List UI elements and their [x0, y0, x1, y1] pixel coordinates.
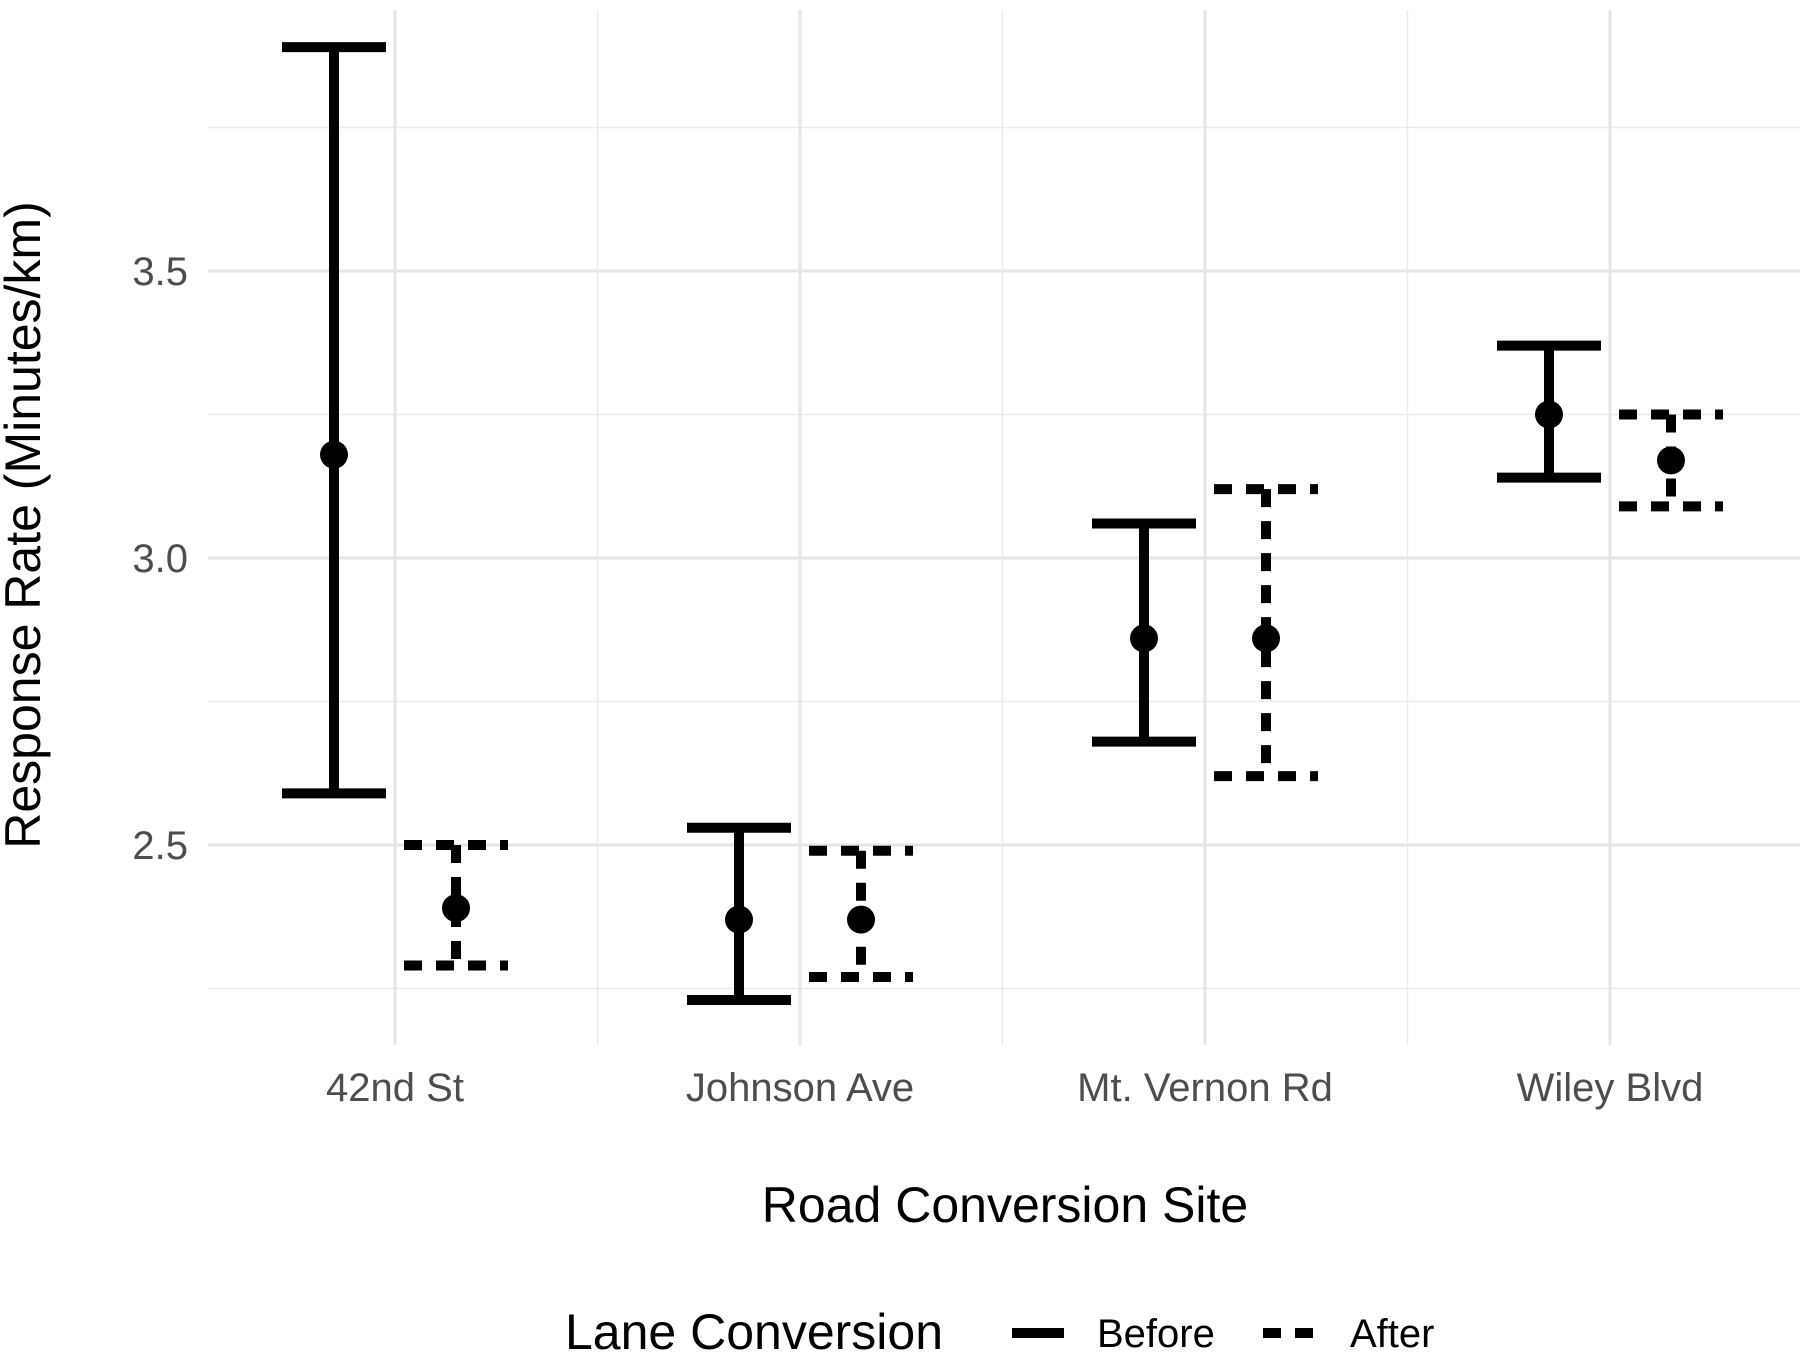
mean-point — [725, 905, 753, 934]
errorbar-before — [1092, 518, 1196, 747]
y-tick-label: 3.5 — [132, 250, 188, 294]
mean-point — [320, 440, 348, 469]
y-axis-ticks: 2.5 3.0 3.5 — [132, 250, 188, 868]
legend: Lane Conversion Before After — [565, 1304, 1434, 1354]
x-axis-ticks: 42nd St Johnson Ave Mt. Vernon Rd Wiley Blv… — [326, 1066, 1703, 1110]
mean-point — [847, 905, 875, 934]
mean-point — [1252, 624, 1280, 653]
legend-title: Lane Conversion — [565, 1304, 943, 1354]
errorbar-after — [809, 845, 913, 983]
plot-marks — [282, 42, 1723, 1005]
grid — [208, 10, 1800, 1045]
mean-point — [1130, 624, 1158, 653]
y-tick-label: 2.5 — [132, 824, 188, 868]
errorbar-before — [282, 42, 386, 799]
errorbar-before — [687, 822, 791, 1005]
errorbar-after — [1214, 484, 1318, 782]
errorbar-after — [404, 840, 508, 971]
y-tick-label: 3.0 — [132, 537, 188, 581]
x-tick-label: Mt. Vernon Rd — [1077, 1066, 1333, 1110]
legend-label-before: Before — [1097, 1312, 1215, 1354]
x-tick-label: Wiley Blvd — [1517, 1066, 1704, 1110]
y-axis-title: Response Rate (Minutes/km) — [0, 201, 51, 848]
x-tick-label: Johnson Ave — [686, 1066, 914, 1110]
errorbar-after — [1619, 409, 1723, 512]
legend-label-after: After — [1350, 1312, 1434, 1354]
x-axis-title: Road Conversion Site — [762, 1177, 1248, 1233]
mean-point — [442, 894, 470, 923]
x-tick-label: 42nd St — [326, 1066, 464, 1110]
mean-point — [1535, 400, 1563, 429]
errorbar-before — [1497, 340, 1601, 483]
mean-point — [1657, 446, 1685, 475]
